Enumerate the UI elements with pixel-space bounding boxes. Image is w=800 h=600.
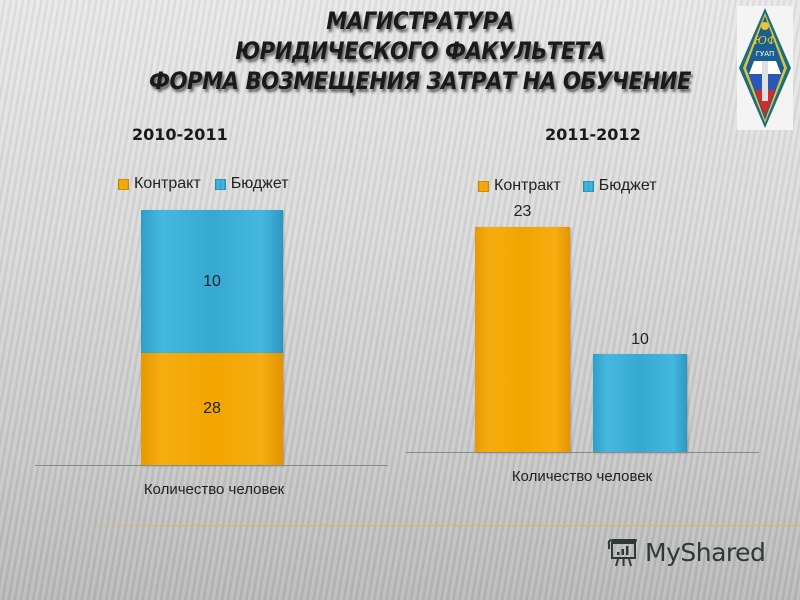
legend-label: Контракт: [134, 175, 201, 192]
chart2-x-label: Количество человек: [511, 468, 653, 485]
svg-text:ЮФ: ЮФ: [753, 34, 776, 47]
chart1-x-axis: [35, 465, 388, 466]
chart2-contract-value: 23: [513, 203, 532, 220]
watermark-text: MyShared: [645, 537, 766, 567]
contract-swatch-icon: [478, 180, 489, 192]
chart1-legend-contract: Контракт: [118, 175, 201, 193]
chart2-legend-budget: Бюджет: [582, 177, 657, 195]
bar-value-label: 10: [203, 273, 221, 290]
presentation-board-icon: [607, 539, 637, 567]
chart2-bar-budget: [593, 354, 687, 452]
chart1-bar-budget: 10: [141, 210, 283, 353]
chart2-year-title: 2011-2012: [545, 125, 641, 144]
chart1-legend-budget: Бюджет: [214, 175, 289, 193]
title-line-1: МАГИСТРАТУРА: [326, 7, 514, 35]
bar-value-label: 28: [203, 400, 221, 417]
title-line-3: ФОРМА ВОЗМЕЩЕНИЯ ЗАТРАТ НА ОБУЧЕНИЕ: [149, 67, 691, 95]
title-line-2: ЮРИДИЧЕСКОГО ФАКУЛЬТЕТА: [235, 37, 605, 65]
chart1-x-label: Количество человек: [143, 481, 285, 498]
chart1-year-title: 2010-2011: [132, 125, 228, 144]
footer-divider: [70, 525, 800, 526]
legend-label: Бюджет: [230, 175, 289, 192]
chart2-x-axis: [406, 452, 759, 453]
budget-swatch-icon: [214, 178, 226, 190]
legend-label: Контракт: [494, 177, 561, 194]
chart2-budget-value: 10: [631, 331, 649, 348]
chart1-bar-contract: 28: [141, 353, 283, 465]
budget-swatch-icon: [582, 180, 594, 192]
myshared-watermark: MyShared: [607, 535, 766, 569]
chart2-legend-contract: Контракт: [478, 177, 561, 195]
university-emblem-icon: ЮФ ГУАП: [737, 6, 793, 130]
chart2-bar-contract: [475, 227, 570, 452]
legend-label: Бюджет: [598, 177, 657, 194]
chart1-legend: Контракт Бюджет: [118, 175, 303, 193]
svg-text:ГУАП: ГУАП: [756, 50, 775, 58]
chart2-legend: Контракт Бюджет: [478, 177, 671, 195]
slide-title: МАГИСТРАТУРА ЮРИДИЧЕСКОГО ФАКУЛЬТЕТА ФОР…: [138, 6, 701, 96]
contract-swatch-icon: [118, 178, 129, 190]
